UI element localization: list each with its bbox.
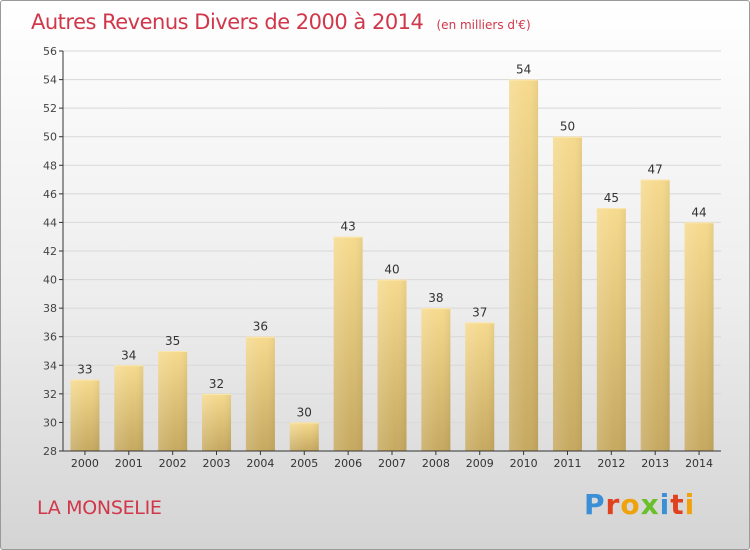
brand-letter: r: [605, 488, 621, 521]
data-label: 32: [209, 377, 224, 391]
brand-letter: x: [640, 488, 660, 521]
x-tick-label: 2003: [203, 457, 231, 470]
y-tick-label: 28: [43, 445, 57, 458]
y-tick-label: 54: [43, 74, 57, 87]
y-tick-label: 38: [43, 302, 57, 315]
commune-name: LA MONSELIE: [37, 497, 162, 519]
data-label: 33: [77, 363, 92, 377]
x-tick-label: 2005: [290, 457, 318, 470]
y-tick-label: 30: [43, 416, 57, 429]
y-tick-label: 40: [43, 274, 57, 287]
data-label: 37: [472, 305, 487, 319]
bar-shade: [552, 136, 582, 451]
data-label: 44: [691, 205, 706, 219]
brand-letter: i: [684, 488, 696, 521]
bar-shade: [421, 308, 451, 451]
data-label: 35: [165, 334, 180, 348]
labels: 28 30 32 34 36 38 40 42 44 46 48 50 52 54 56 33 2000 34 20…: [43, 45, 713, 470]
x-tick-label: 2001: [115, 457, 143, 470]
data-label: 50: [560, 120, 575, 134]
brand-letter: i: [659, 488, 671, 521]
data-label: 34: [121, 348, 136, 362]
x-tick-label: 2008: [422, 457, 450, 470]
bar-shade: [596, 208, 626, 451]
x-tick-label: 2012: [597, 457, 625, 470]
data-label: 47: [648, 163, 663, 177]
data-label: 43: [340, 220, 355, 234]
y-tick-label: 36: [43, 331, 57, 344]
chart-title: Autres Revenus Divers de 2000 à 2014: [31, 10, 424, 34]
bars: [70, 79, 714, 452]
brand-letter: o: [620, 488, 641, 521]
data-label: 30: [297, 405, 312, 419]
y-tick-label: 34: [43, 359, 57, 372]
y-tick-label: 50: [43, 131, 57, 144]
chart-subtitle: (en milliers d'€): [436, 18, 531, 32]
bar-shade: [684, 222, 714, 451]
title-row: Autres Revenus Divers de 2000 à 2014 (en…: [31, 10, 531, 34]
bar-shade: [509, 79, 539, 452]
bar-shade: [640, 179, 670, 452]
axes: [59, 50, 721, 455]
y-tick-label: 32: [43, 388, 57, 401]
bar-shade: [377, 279, 407, 451]
bar-shade: [465, 322, 495, 451]
y-tick-label: 52: [43, 102, 57, 115]
y-tick-label: 56: [43, 45, 57, 58]
bar-shade: [158, 351, 188, 451]
brand-letter: P: [584, 488, 606, 521]
bar-shade: [70, 379, 100, 451]
x-tick-label: 2014: [685, 457, 713, 470]
x-tick-label: 2004: [246, 457, 274, 470]
data-label: 45: [604, 191, 619, 205]
y-tick-label: 48: [43, 159, 57, 172]
data-label: 36: [253, 320, 268, 334]
y-tick-label: 46: [43, 188, 57, 201]
bar-shade: [114, 365, 144, 451]
x-tick-label: 2013: [641, 457, 669, 470]
bar-shade: [202, 393, 232, 451]
brand-logo: Proxiti: [584, 488, 695, 521]
x-tick-label: 2002: [159, 457, 187, 470]
bar-shade: [245, 336, 275, 451]
brand-letter: t: [670, 488, 685, 521]
y-tick-label: 44: [43, 216, 57, 229]
data-label: 54: [516, 63, 531, 77]
bar-shade: [289, 422, 319, 451]
bar-shade: [333, 236, 363, 451]
x-tick-label: 2011: [553, 457, 581, 470]
x-tick-label: 2009: [466, 457, 494, 470]
x-tick-label: 2007: [378, 457, 406, 470]
x-tick-label: 2000: [71, 457, 99, 470]
data-label: 40: [384, 263, 399, 277]
y-tick-label: 42: [43, 245, 57, 258]
data-label: 38: [428, 291, 443, 305]
x-tick-label: 2010: [510, 457, 538, 470]
x-tick-label: 2006: [334, 457, 362, 470]
